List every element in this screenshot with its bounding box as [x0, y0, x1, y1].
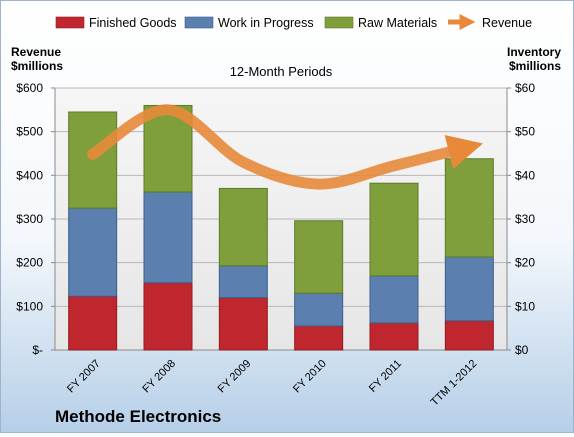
bar-finished-goods [219, 298, 267, 350]
left-axis-ticks: $- $100 $200 $300 $400 $500 $600 [16, 81, 55, 357]
x-tick-label: FY 2007 [65, 358, 103, 396]
x-tick-label: TTM 1-2012 [429, 358, 480, 409]
right-tick-label: $30 [515, 212, 535, 226]
bar-work-in-progress [370, 276, 418, 323]
right-tick-label: $50 [515, 125, 535, 139]
left-axis-title-line2: $millions [11, 59, 63, 73]
bar-work-in-progress [69, 208, 117, 296]
legend-item-work-in-progress: Work in Progress [185, 16, 314, 30]
bar-finished-goods [69, 296, 117, 350]
bar-finished-goods [370, 323, 418, 350]
legend-label-raw-materials: Raw Materials [358, 16, 437, 30]
right-tick-label: $20 [515, 256, 535, 270]
x-axis-ticks: FY 2007 FY 2008 FY 2009 FY 2010 FY 2011 TTM 1… [65, 358, 479, 409]
legend-item-finished-goods: Finished Goods [56, 16, 177, 30]
right-tick-label: $60 [515, 81, 535, 95]
x-tick-label: FY 2009 [216, 358, 254, 396]
legend-item-raw-materials: Raw Materials [325, 16, 437, 30]
right-tick-label: $40 [515, 168, 535, 182]
bar-raw-materials [445, 159, 493, 257]
x-tick-label: FY 2011 [367, 358, 404, 395]
company-name: Methode Electronics [55, 407, 221, 427]
left-tick-label: $- [32, 343, 43, 357]
left-tick-label: $100 [16, 299, 43, 313]
right-tick-label: $0 [515, 343, 529, 357]
left-axis-title-line1: Revenue [11, 45, 61, 59]
bar-finished-goods [445, 321, 493, 350]
right-axis-title-line2: $millions [509, 59, 561, 73]
x-tick-label: FY 2010 [291, 358, 329, 396]
left-tick-label: $600 [16, 81, 43, 95]
right-axis-ticks: $0 $10 $20 $30 $40 $50 $60 [507, 81, 535, 357]
legend-swatch-finished-goods [56, 17, 84, 28]
bar-finished-goods [144, 283, 192, 350]
bar-work-in-progress [295, 293, 343, 326]
bar-raw-materials [295, 221, 343, 293]
right-tick-label: $10 [515, 299, 535, 313]
bar-finished-goods [295, 326, 343, 350]
legend-label-work-in-progress: Work in Progress [218, 16, 314, 30]
chart-title: 12-Month Periods [230, 64, 333, 79]
legend-label-finished-goods: Finished Goods [89, 16, 177, 30]
legend-swatch-work-in-progress [185, 17, 213, 28]
bar-work-in-progress [445, 257, 493, 321]
left-tick-label: $500 [16, 125, 43, 139]
left-tick-label: $400 [16, 168, 43, 182]
bar-work-in-progress [219, 266, 267, 298]
legend: Finished Goods Work in Progress Raw Mate… [56, 16, 532, 30]
bar-raw-materials [69, 112, 117, 208]
legend-item-revenue: Revenue [448, 16, 532, 30]
legend-swatch-raw-materials [325, 17, 353, 28]
right-axis-title-line1: Inventory [507, 45, 561, 59]
bar-raw-materials [370, 183, 418, 276]
left-tick-label: $300 [16, 212, 43, 226]
left-tick-label: $200 [16, 256, 43, 270]
legend-label-revenue: Revenue [482, 16, 532, 30]
bar-raw-materials [219, 188, 267, 265]
bar-work-in-progress [144, 192, 192, 283]
x-tick-label: FY 2008 [140, 358, 178, 396]
